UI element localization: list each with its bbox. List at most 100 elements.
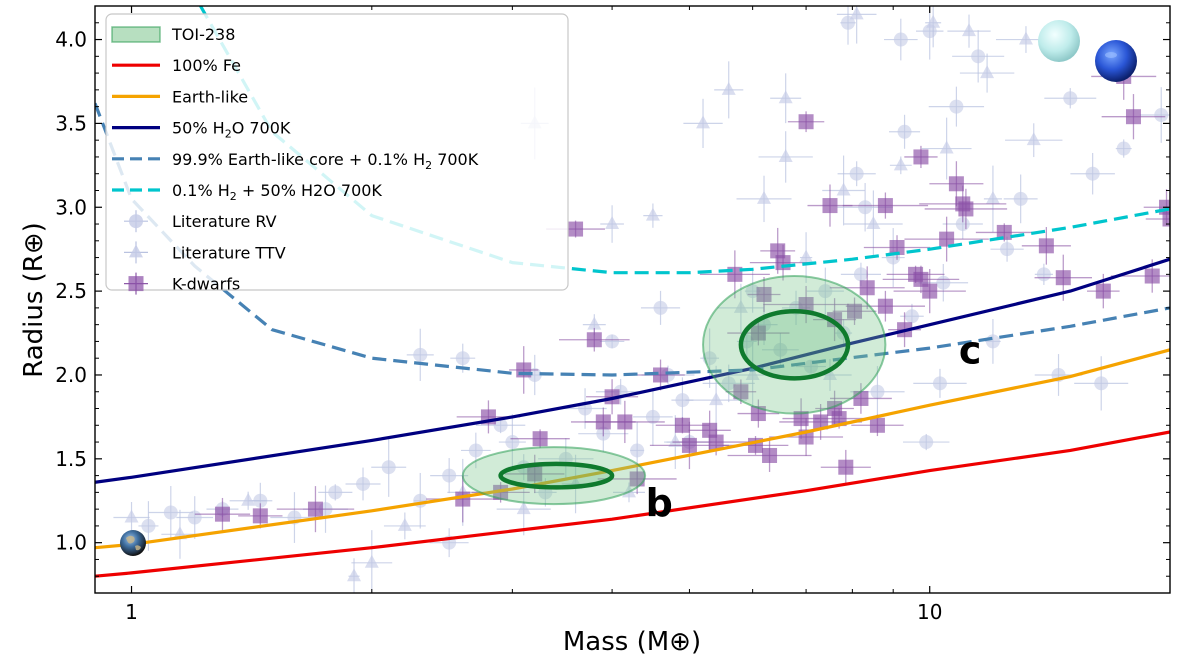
k-dwarf-point — [649, 421, 729, 470]
ttv-point — [496, 482, 551, 536]
ttv-point — [347, 558, 362, 593]
k-dwarf-point — [882, 265, 960, 294]
legend-entry: 100% Fe — [112, 56, 241, 75]
y-tick-label: 3.0 — [55, 195, 87, 219]
planet-label-c: c — [959, 328, 982, 372]
ttv-point — [643, 203, 663, 228]
ttv-point — [600, 205, 624, 243]
legend-label: TOI-238 — [171, 25, 235, 44]
k-dwarf-point — [832, 297, 877, 325]
k-dwarf-point — [584, 400, 665, 444]
rv-point — [1044, 88, 1097, 109]
ttv-point — [683, 98, 723, 148]
x-axis-label: Mass (M⊕) — [563, 627, 701, 657]
rv-point — [318, 484, 353, 501]
rv-point — [345, 467, 381, 501]
k-dwarf-point — [829, 266, 905, 310]
legend-entry: K-dwarfs — [124, 272, 240, 295]
rv-point — [903, 433, 950, 451]
toi-238-planets: bc — [461, 275, 982, 525]
k-dwarf-point — [276, 486, 355, 533]
legend-entry: 0.1% H2 + 50% H2O 700K — [112, 181, 382, 203]
legend-entry: 50% H2O 700K — [112, 119, 291, 141]
ttv-point — [836, 6, 877, 44]
y-tick-label: 1.0 — [55, 531, 87, 555]
legend-entry: Literature TTV — [124, 241, 286, 264]
legend-entry: Literature RV — [124, 210, 277, 233]
k-dwarf-point — [510, 429, 570, 449]
rv-point — [1115, 139, 1132, 158]
ttv-point — [229, 491, 267, 510]
ttv-point — [983, 165, 1002, 233]
rv-point — [850, 366, 905, 418]
planet-b: b — [461, 446, 673, 525]
k-dwarf-point — [820, 449, 871, 485]
model-curve — [95, 430, 1170, 578]
y-tick-label: 4.0 — [55, 28, 87, 52]
legend-swatch — [128, 276, 144, 292]
y-tick-label: 2.0 — [55, 363, 87, 387]
ttv-point — [770, 73, 802, 124]
y-tick-label: 3.5 — [55, 111, 87, 135]
rv-point — [928, 86, 985, 127]
rv-point — [913, 368, 967, 398]
rv-point — [371, 437, 407, 497]
plot-area: bc — [95, 6, 1170, 593]
y-tick-label: 1.5 — [55, 447, 87, 471]
k-dwarf-point — [559, 327, 630, 352]
k-dwarf-point — [636, 359, 685, 391]
ttv-point — [959, 53, 1015, 93]
legend-label: K-dwarfs — [172, 275, 240, 294]
rv-point — [406, 328, 434, 381]
ttv-point — [113, 502, 150, 534]
rv-point — [1003, 174, 1038, 224]
legend-entry: Earth-like — [112, 87, 248, 106]
rv-point — [1074, 356, 1129, 411]
legend-label: 0.1% H2 + 50% H2O 700K — [172, 181, 382, 203]
legend-label: 100% Fe — [172, 56, 241, 75]
rv-point — [952, 30, 1005, 83]
rv-point — [633, 387, 673, 446]
model-curve — [95, 348, 1170, 550]
planet-label-b: b — [646, 481, 673, 525]
legend-label: Literature RV — [172, 212, 277, 231]
k-dwarf-point — [1101, 94, 1166, 140]
plot-frame — [94, 5, 1171, 594]
k-dwarf-point — [893, 269, 966, 314]
k-dwarf-point — [929, 161, 984, 207]
legend-entry: TOI-238 — [111, 25, 235, 44]
legend-entry: 99.9% Earth-like core + 0.1% H2 700K — [112, 150, 479, 172]
k-dwarf-point — [727, 320, 790, 346]
y-tick-label: 2.5 — [55, 279, 87, 303]
ttv-point — [714, 61, 744, 119]
rv-point — [884, 18, 918, 61]
rv-point — [806, 267, 844, 315]
x-tick-label: 1 — [125, 600, 138, 624]
k-dwarf-point — [1021, 227, 1071, 265]
legend-label: 99.9% Earth-like core + 0.1% H2 700K — [172, 150, 479, 172]
ttv-point — [799, 232, 814, 283]
x-tick-label: 10 — [917, 600, 942, 624]
k-dwarf-point — [725, 379, 757, 405]
rv-point — [1070, 152, 1115, 195]
model-curve — [95, 257, 1170, 484]
ttv-point — [947, 14, 991, 48]
k-dwarf-point — [238, 503, 283, 529]
axis-ticks: 1.0 1.5 2.0 2.5 3.0 3.5 4.0 1 10 — [55, 5, 1171, 624]
k-dwarf-points — [194, 53, 1170, 533]
k-dwarf-point — [787, 111, 825, 133]
legend-label: Literature TTV — [172, 243, 286, 262]
ttv-point — [844, 190, 903, 258]
uranus-icon — [1038, 20, 1080, 62]
rv-point — [889, 114, 921, 149]
legend-swatch — [129, 244, 143, 258]
k-dwarf-point — [747, 276, 781, 312]
planet-c: c — [702, 275, 982, 415]
ttv-point — [383, 512, 426, 540]
ttv-point — [717, 283, 765, 333]
ttv-point — [351, 530, 393, 593]
ttv-point — [889, 156, 912, 175]
k-dwarf-point — [904, 216, 989, 262]
planet-outer-contour — [702, 275, 887, 415]
k-dwarf-point — [194, 497, 251, 531]
